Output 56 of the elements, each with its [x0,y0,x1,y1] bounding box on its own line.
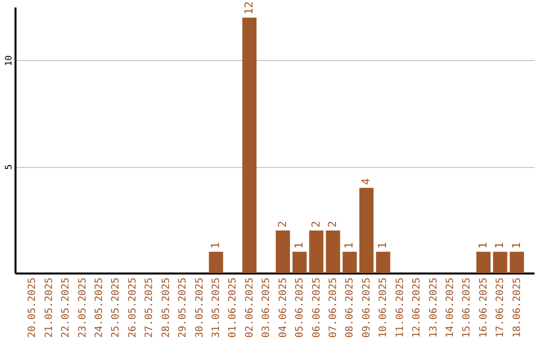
bar [276,230,290,273]
data-label: 1 [510,242,523,249]
data-label: 1 [292,242,306,249]
x-tick-label: 02.06.2025 [244,278,256,338]
data-label: 1 [342,242,356,249]
x-tick-label: 20.05.2025 [27,278,38,338]
bar [292,252,307,273]
x-tick-label: 12.06.2025 [412,278,423,338]
x-tick-label: 27.05.2025 [144,278,156,338]
bar [493,252,508,273]
x-tick-label: 11.06.2025 [394,278,406,338]
bar [208,252,224,273]
x-tick-label: 13.06.2025 [428,278,440,338]
x-tick-label: 04.06.2025 [278,278,289,338]
x-tick-label: 15.06.2025 [462,278,473,338]
x-tick-label: 06.06.2025 [311,278,322,338]
data-label: 1 [209,242,222,249]
data-label: 1 [476,242,490,249]
bar [242,18,257,273]
bar [326,230,340,273]
data-label: 12 [242,1,256,15]
x-tick-label: 28.05.2025 [160,278,172,338]
data-label: 2 [309,220,322,228]
x-tick-label: 03.06.2025 [261,278,272,338]
x-tick-label: 26.05.2025 [127,278,138,338]
x-tick-label: 18.06.2025 [512,278,523,338]
x-tick-label: 10.06.2025 [378,278,390,338]
data-label: 1 [376,242,390,249]
x-tick-label: 25.05.2025 [110,278,122,338]
data-label: 1 [493,242,506,249]
bar [476,252,491,273]
x-tick-label: 29.05.2025 [178,278,189,338]
data-label: 2 [326,220,339,228]
y-tick-label: 10 [4,55,14,66]
x-tick-label: 09.06.2025 [361,278,372,338]
bar [376,252,390,273]
x-tick-label: 24.05.2025 [94,278,105,338]
x-tick-label: 07.06.2025 [328,278,339,338]
x-tick-label: 17.06.2025 [495,278,506,338]
x-tick-label: 05.06.2025 [294,278,306,338]
x-tick-label: 30.05.2025 [194,278,206,338]
bar [342,252,357,273]
x-tick-label: 21.05.2025 [44,278,55,338]
bar [309,230,324,273]
data-label: 4 [359,178,372,185]
y-tick-label: 5 [4,164,14,170]
x-tick-label: 23.05.2025 [77,278,88,338]
bar [510,252,524,273]
x-tick-label: 16.06.2025 [478,278,490,338]
x-tick-label: 22.05.2025 [60,278,72,338]
x-tick-label: 08.06.2025 [344,278,356,338]
x-tick-label: 14.06.2025 [445,278,456,338]
bar [359,188,374,273]
x-tick-label: 01.06.2025 [228,278,239,338]
x-tick-label: 31.05.2025 [211,278,222,338]
data-label: 2 [276,220,289,228]
